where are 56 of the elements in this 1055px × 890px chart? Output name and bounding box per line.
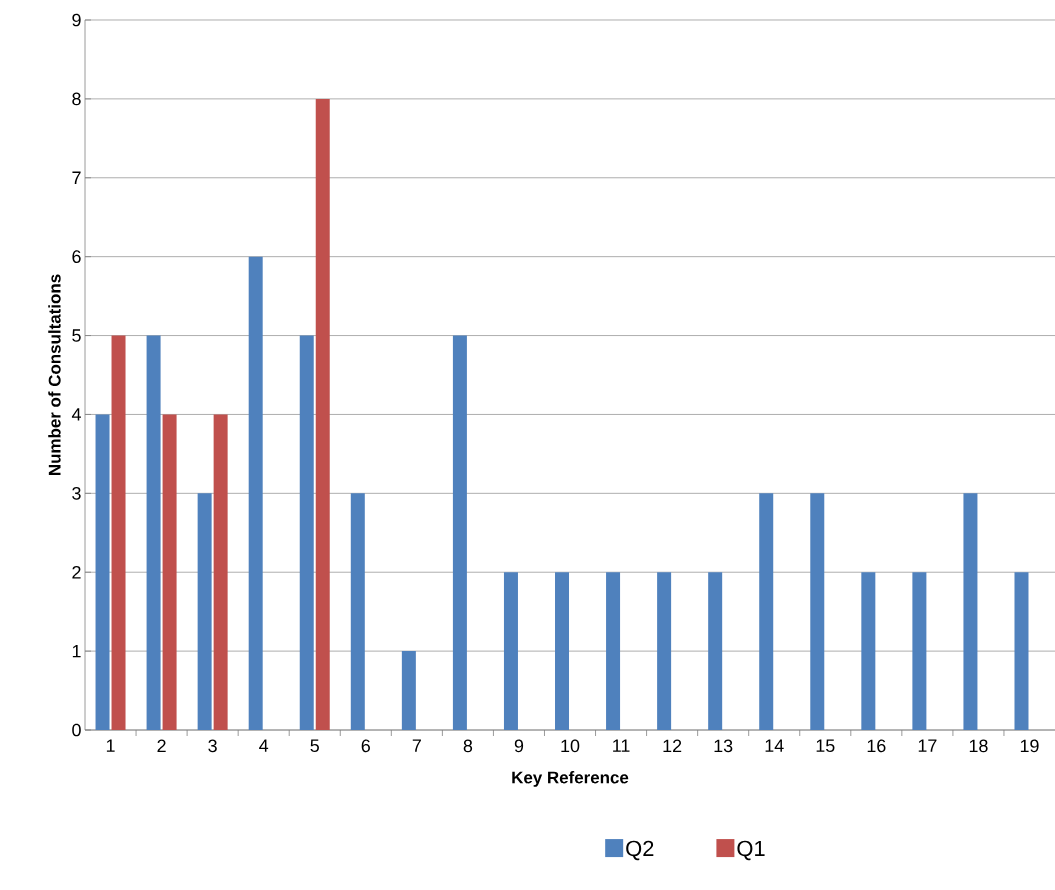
bar (963, 493, 978, 730)
bar (95, 414, 110, 730)
x-tick-label: 13 (714, 739, 733, 753)
y-tick-label: 1 (72, 644, 81, 658)
y-tick-label: 0 (72, 723, 81, 737)
x-tick-label: 15 (816, 739, 835, 753)
y-tick-label: 8 (72, 92, 81, 106)
legend-label: Q2 (626, 840, 654, 861)
bar (146, 335, 161, 730)
y-tick-label: 7 (72, 171, 81, 184)
x-tick-label: 3 (208, 739, 217, 753)
x-tick-label: 7 (412, 739, 421, 752)
bar (350, 493, 365, 730)
bar (555, 572, 570, 730)
bar (299, 335, 314, 730)
bar (197, 493, 212, 730)
x-tick-label: 11 (613, 739, 630, 752)
x-tick-label: 18 (969, 739, 988, 753)
x-tick-label: 14 (765, 739, 784, 752)
y-tick-label: 5 (72, 329, 81, 342)
x-tick-label: 10 (561, 739, 580, 753)
x-tick-label: 16 (867, 739, 886, 753)
bar (912, 572, 927, 730)
x-tick-label: 8 (463, 739, 473, 753)
legend-label: Q1 (737, 840, 765, 861)
y-tick-label: 6 (72, 250, 81, 264)
bar (162, 414, 177, 730)
y-tick-label: 4 (71, 408, 81, 421)
x-tick-label: 19 (1020, 739, 1039, 753)
bar (606, 572, 621, 730)
bar (759, 493, 774, 730)
bar (708, 572, 723, 730)
bar (503, 572, 518, 730)
bar (213, 414, 228, 730)
bar (452, 335, 467, 730)
x-tick-label: 4 (259, 739, 269, 752)
y-axis-title: Number of Consultations (48, 274, 61, 476)
bar (657, 572, 672, 730)
bar (401, 651, 416, 730)
x-tick-label: 17 (918, 739, 937, 752)
bar (1014, 572, 1029, 730)
bar (248, 256, 263, 730)
bar (861, 572, 876, 730)
bar (315, 98, 330, 730)
bar (810, 493, 825, 730)
x-axis-title: Key Reference (512, 771, 629, 787)
x-tick-label: 5 (310, 739, 319, 753)
x-tick-label: 12 (663, 739, 682, 753)
y-tick-label: 9 (72, 13, 81, 27)
x-tick-label: 2 (157, 739, 166, 753)
bar (111, 335, 126, 730)
x-tick-label: 6 (361, 739, 370, 753)
x-tick-label: 9 (514, 739, 524, 753)
y-tick-label: 2 (72, 565, 81, 579)
x-tick-label: 1 (106, 739, 115, 752)
y-tick-label: 3 (72, 486, 81, 500)
